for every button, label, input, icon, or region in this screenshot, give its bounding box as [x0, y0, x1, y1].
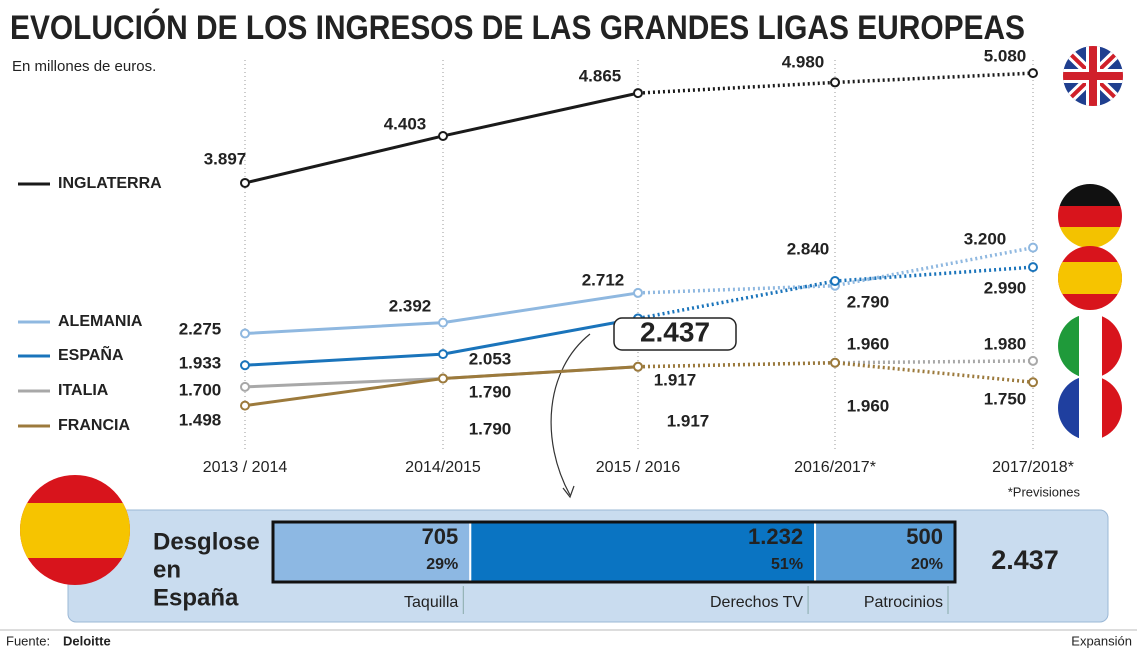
point: [830, 276, 840, 287]
x-tick-label: 2015 / 2016: [596, 459, 681, 476]
source-label: Fuente:: [6, 633, 50, 648]
value-label: 3.897: [204, 149, 247, 168]
title: EVOLUCIÓN DE LOS INGRESOS DE LAS GRANDES…: [10, 9, 1025, 47]
segment-share: 20%: [911, 556, 943, 573]
flag-germany: [1058, 184, 1122, 248]
point: [1028, 377, 1038, 388]
arrow: [550, 333, 591, 496]
value-label: 1.790: [469, 382, 512, 401]
flag-spain-large: [20, 475, 130, 585]
segment-label: Taquilla: [404, 594, 458, 611]
point: [240, 328, 250, 339]
note: *Previsiones: [1008, 484, 1081, 499]
legend-label: ESPAÑA: [58, 344, 124, 364]
value-label: 1.933: [179, 353, 222, 372]
value-label: 1.917: [667, 411, 710, 430]
legend-label: INGLATERRA: [58, 175, 162, 192]
point: [240, 360, 250, 371]
arrow-head: [562, 485, 575, 499]
value-label: 2.712: [582, 270, 625, 289]
segment-value: 1.232: [748, 524, 803, 549]
legend-label: ITALIA: [58, 382, 109, 399]
value-label: 4.865: [579, 66, 622, 85]
x-tick-label: 2013 / 2014: [203, 459, 288, 476]
line-forecast: [637, 360, 1034, 384]
value-label: 2.275: [179, 319, 222, 338]
line-forecast: [637, 245, 1034, 295]
line-actual: [244, 365, 639, 408]
point: [1028, 68, 1038, 79]
point: [1028, 242, 1038, 253]
flag-france: [1058, 376, 1122, 440]
value-label: 2.392: [389, 296, 432, 315]
flag-spain: [1058, 246, 1122, 310]
point: [240, 177, 250, 188]
value-label: 4.980: [782, 52, 825, 71]
segment-share: 51%: [771, 556, 803, 573]
value-label: 2.437: [640, 316, 710, 347]
line-forecast: [637, 71, 1034, 95]
line-actual: [244, 291, 639, 335]
point: [633, 88, 643, 99]
value-label: 1.750: [984, 389, 1027, 408]
source: Deloitte: [63, 633, 111, 648]
segment-label: Patrocinios: [864, 594, 943, 611]
value-label: 2.790: [847, 292, 890, 311]
segment-label: Derechos TV: [710, 594, 803, 611]
point: [1028, 262, 1038, 273]
value-label: 1.917: [654, 370, 697, 389]
point: [438, 130, 448, 141]
breakdown-title: en: [153, 556, 181, 583]
point: [438, 317, 448, 328]
point: [438, 373, 448, 384]
flag-italy: [1058, 314, 1122, 378]
legend-label: FRANCIA: [58, 417, 130, 434]
point: [633, 287, 643, 298]
bar-frame: [271, 520, 957, 584]
value-label: 3.200: [964, 229, 1007, 248]
point: [830, 77, 840, 88]
highlight-box: [613, 317, 737, 351]
value-label: 5.080: [984, 46, 1027, 65]
x-tick-label: 2017/2018*: [992, 459, 1074, 476]
value-label: 1.790: [469, 419, 512, 438]
credit: Expansión: [1071, 633, 1132, 648]
value-label: 2.053: [469, 349, 512, 368]
value-label: 1.960: [847, 396, 890, 415]
segment-value: 500: [906, 524, 943, 549]
segment-share: 29%: [426, 556, 458, 573]
value-label: 1.700: [179, 380, 222, 399]
value-label: 1.980: [984, 334, 1027, 353]
legend-label: ALEMANIA: [58, 313, 143, 330]
value-label: 2.990: [984, 278, 1027, 297]
point: [830, 357, 840, 368]
x-tick-label: 2016/2017*: [794, 459, 876, 476]
point: [633, 361, 643, 372]
subtitle: En millones de euros.: [12, 58, 156, 75]
value-label: 4.403: [384, 114, 427, 133]
x-tick-label: 2014/2015: [405, 459, 481, 476]
point: [1028, 355, 1038, 366]
breakdown-title: España: [153, 584, 239, 611]
value-label: 2.840: [787, 239, 830, 258]
breakdown-title: Desglose: [153, 528, 260, 555]
segment-value: 705: [422, 524, 459, 549]
value-label: 1.960: [847, 334, 890, 353]
flag-uk: [1063, 46, 1123, 106]
point: [240, 400, 250, 411]
point: [438, 349, 448, 360]
total-label: 2.437: [991, 545, 1059, 575]
value-label: 1.498: [179, 410, 222, 429]
point: [240, 381, 250, 392]
bar-segment: [272, 521, 472, 583]
